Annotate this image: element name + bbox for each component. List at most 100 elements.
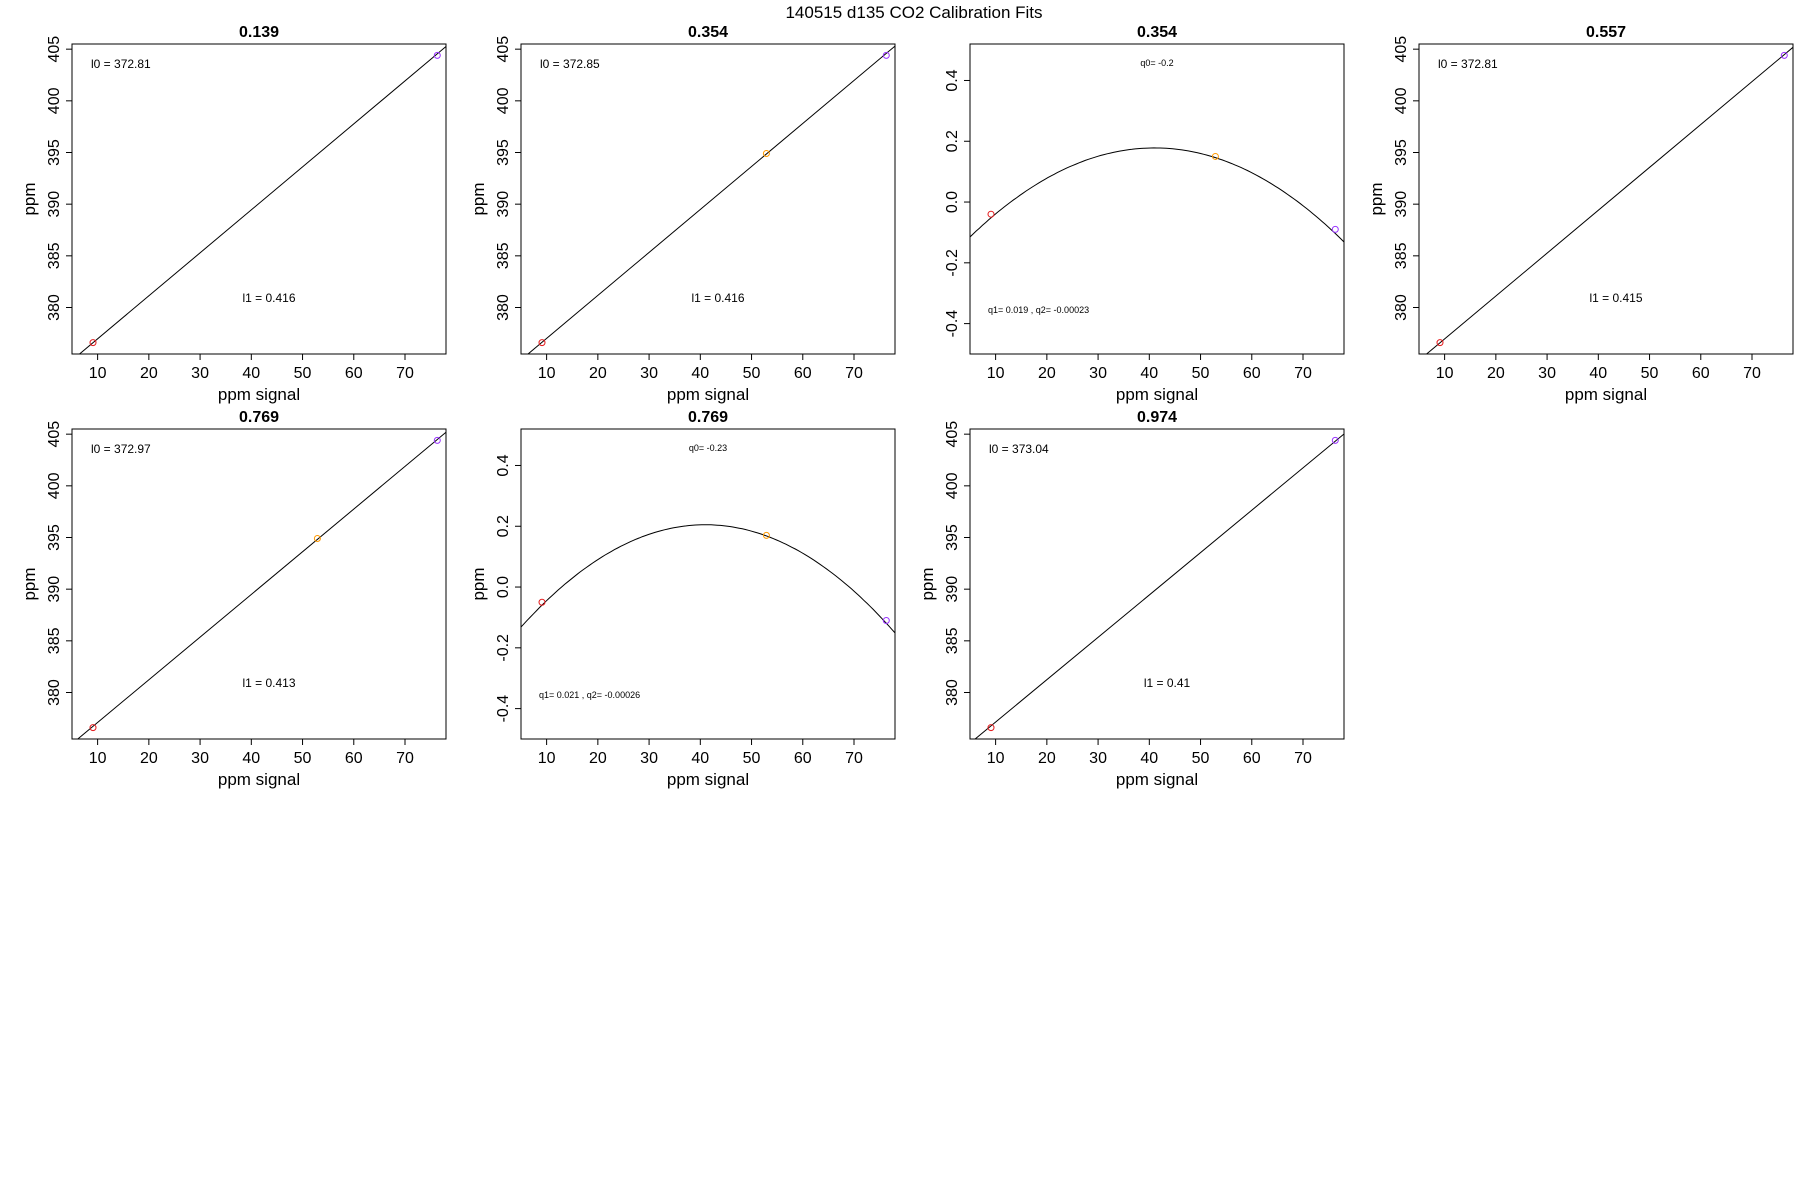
y-tick-label: 395 [1393,139,1410,166]
chart-panel-1: 0.139 10 20 30 40 50 60 70 ppm signal 380 385 390 39… [20,24,447,404]
x-tick-label: 20 [589,750,607,767]
x-tick-label: 20 [140,750,158,767]
x-tick-label: 20 [1487,365,1505,382]
x-axis-label: ppm signal [667,385,749,404]
x-tick-label: 20 [1038,365,1056,382]
plot-frame [520,43,896,355]
q0-annotation: q0= -0.2 [1140,58,1173,68]
y-tick-label: 380 [1393,294,1410,321]
panel-title: 0.354 [688,24,728,41]
x-tick-label: 60 [794,750,812,767]
x-tick-label: 50 [1641,365,1659,382]
y-tick-label: 405 [46,36,63,63]
y-tick-label: 390 [1393,191,1410,218]
x-tick-label: 70 [1294,365,1312,382]
y-tick-label: 385 [46,627,63,654]
fit-line [1425,46,1793,354]
y-tick-label: 0.0 [495,576,512,598]
x-tick-label: 50 [294,365,312,382]
x-axis-label: ppm signal [1116,385,1198,404]
chart-panel-4: 0.557 10 20 30 40 50 60 70 ppm signal 380 385 390 39… [1367,24,1794,404]
y-tick-label: -0.4 [495,695,512,723]
y-axis-label: ppm [469,567,488,600]
y-tick-label: 400 [46,87,63,114]
fit-line [527,45,895,354]
x-tick-label: 60 [1243,750,1261,767]
y-tick-label: 400 [1393,87,1410,114]
intercept-annotation: l0 = 372.85 [540,57,600,71]
x-tick-label: 30 [191,365,209,382]
panel-title: 0.557 [1586,24,1626,41]
x-tick-label: 70 [845,365,863,382]
y-tick-label: 400 [495,87,512,114]
y-tick-label: 405 [944,421,961,448]
x-tick-label: 30 [1089,365,1107,382]
x-tick-label: 40 [691,365,709,382]
y-tick-label: 400 [944,472,961,499]
x-axis-label: ppm signal [218,385,300,404]
x-tick-label: 70 [1294,750,1312,767]
y-tick-label: 0.4 [495,454,512,476]
data-point-purple [1780,51,1788,59]
y-tick-label: 390 [46,191,63,218]
x-tick-label: 70 [396,750,414,767]
plot-frame [969,428,1345,740]
x-tick-label: 30 [1089,750,1107,767]
y-tick-label: 380 [944,679,961,706]
y-tick-label: 405 [1393,36,1410,63]
figure-title: 140515 d135 CO2 Calibration Fits [785,3,1042,22]
x-tick-label: 20 [1038,750,1056,767]
plot-frame [71,428,447,740]
y-tick-label: 385 [46,242,63,269]
x-tick-label: 10 [987,365,1005,382]
y-tick-label: 380 [46,294,63,321]
y-tick-label: 400 [46,472,63,499]
x-axis-label: ppm signal [1116,770,1198,789]
q0-annotation: q0= -0.23 [689,443,727,453]
x-tick-label: 50 [294,750,312,767]
y-tick-label: 390 [46,576,63,603]
y-tick-label: 0.2 [495,515,512,537]
data-point-purple [882,616,890,624]
x-tick-label: 60 [1692,365,1710,382]
y-tick-label: 0.2 [944,130,961,152]
x-tick-label: 40 [242,750,260,767]
y-tick-label: 395 [944,524,961,551]
data-point-red [987,210,995,218]
fit-line [76,431,446,739]
data-point-red [987,724,995,732]
x-axis-label: ppm signal [1565,385,1647,404]
x-tick-label: 30 [640,365,658,382]
x-tick-label: 30 [640,750,658,767]
data-point-red [538,339,546,347]
x-tick-label: 50 [743,365,761,382]
x-tick-label: 10 [538,365,556,382]
y-axis-label: ppm [20,567,39,600]
data-point-red [89,339,97,347]
x-tick-label: 20 [589,365,607,382]
x-tick-label: 10 [538,750,556,767]
chart-panel-6: 0.769 10 20 30 40 50 60 70 ppm signal -0.4 -0.2 0.0… [469,409,896,789]
fit-line [970,147,1344,243]
data-point-purple [433,51,441,59]
data-point-red [538,598,546,606]
x-tick-label: 40 [242,365,260,382]
intercept-annotation: l0 = 372.81 [91,57,151,71]
y-tick-label: 0.0 [944,191,961,213]
x-tick-label: 50 [743,750,761,767]
x-axis-label: ppm signal [218,770,300,789]
data-point-orange [762,150,770,158]
x-tick-label: 10 [1436,365,1454,382]
slope-annotation: l1 = 0.413 [242,676,295,690]
y-tick-label: 380 [46,679,63,706]
x-tick-label: 30 [191,750,209,767]
x-tick-label: 10 [89,750,107,767]
x-tick-label: 60 [794,365,812,382]
intercept-annotation: l0 = 373.04 [989,442,1049,456]
y-axis-label: ppm [20,182,39,215]
y-tick-label: 390 [944,576,961,603]
x-tick-label: 40 [1140,750,1158,767]
panel-title: 0.974 [1137,409,1177,426]
data-point-purple [882,51,890,59]
